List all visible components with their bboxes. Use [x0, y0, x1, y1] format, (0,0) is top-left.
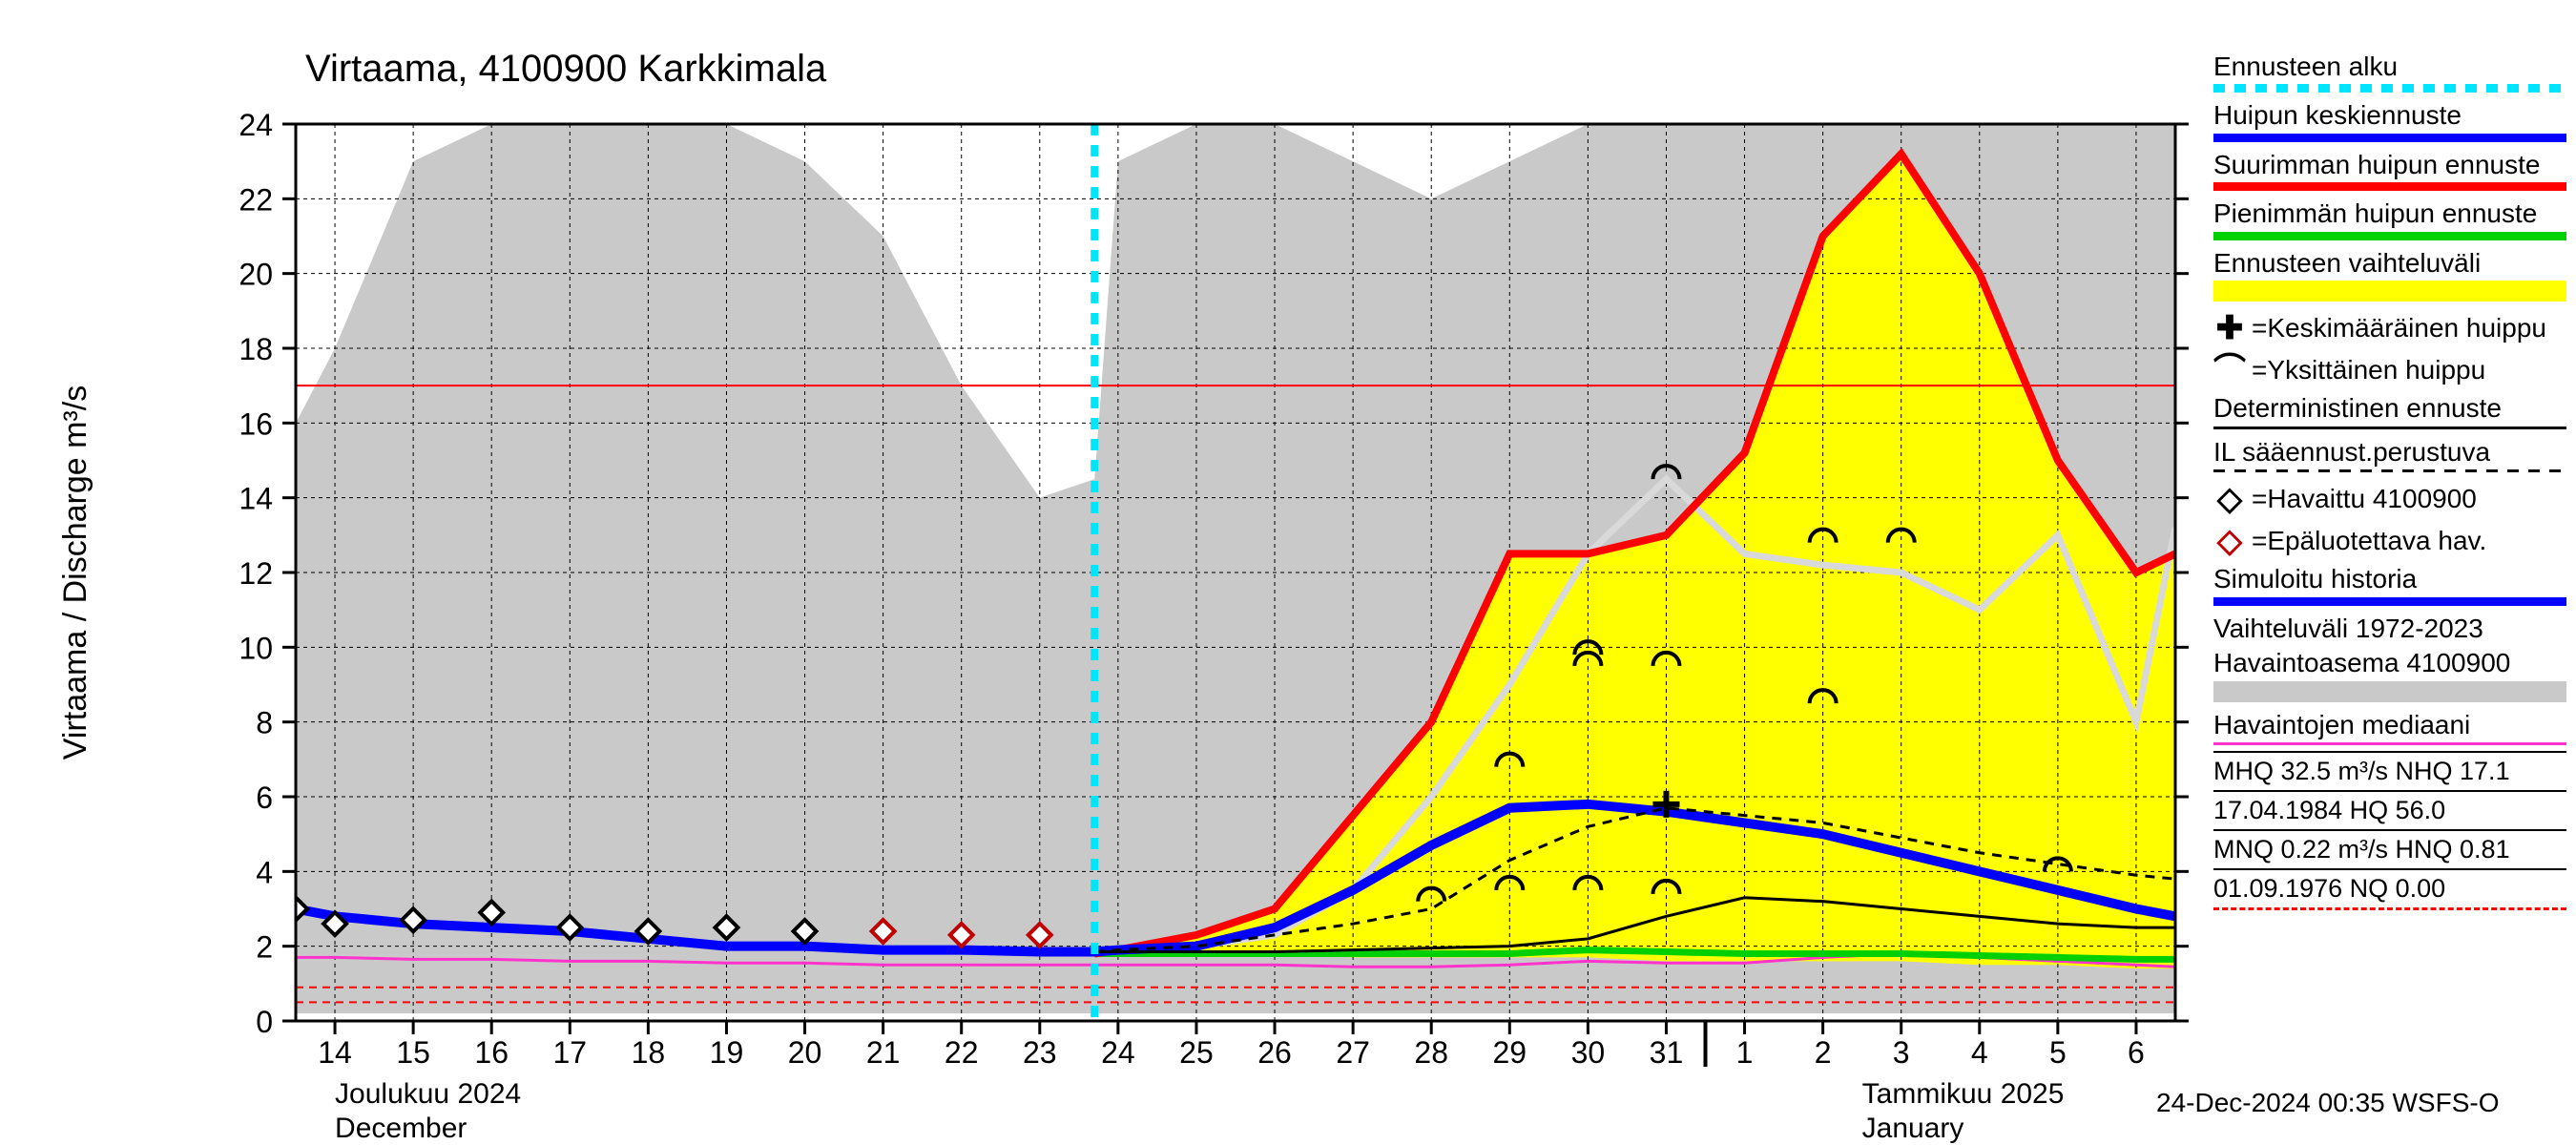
ytick-label: 8	[256, 706, 273, 740]
xtick-label: 27	[1336, 1035, 1370, 1070]
stat-mhq: MHQ 32.5 m³/s NHQ 17.1	[2213, 751, 2566, 792]
xtick-label: 18	[632, 1035, 666, 1070]
legend-stats: MHQ 32.5 m³/s NHQ 17.117.04.1984 HQ 56.0…	[2213, 751, 2566, 910]
ytick-label: 24	[239, 108, 273, 142]
chart-title: Virtaama, 4100900 Karkkimala	[305, 48, 827, 90]
legend-observation-median: Havaintojen mediaani	[2213, 708, 2566, 742]
legend-historical-range: Vaihteluväli 1972-2023 Havaintoasema 410…	[2213, 612, 2566, 681]
legend: Ennusteen alku Huipun keskiennuste Suurimm…	[2213, 50, 2566, 910]
xtick-label: 24	[1101, 1035, 1135, 1070]
ytick-label: 4	[256, 855, 273, 889]
legend-single-peak-marker: ⌒=Yksittäinen huippu	[2213, 349, 2566, 391]
discharge-forecast-chart: 0246810121416182022241415161718192021222…	[0, 0, 2576, 1145]
xtick-label: 29	[1492, 1035, 1527, 1070]
xtick-label: 5	[2049, 1035, 2067, 1070]
legend-observed-unreliable: ◇=Epäluotettava hav.	[2213, 520, 2566, 562]
legend-mean-peak-forecast: Huipun keskiennuste	[2213, 98, 2566, 133]
ytick-label: 0	[256, 1005, 273, 1039]
xtick-label: 2	[1815, 1035, 1832, 1070]
month-label-dec-en: December	[335, 1113, 467, 1144]
legend-min-peak-forecast: Pienimmän huipun ennuste	[2213, 197, 2566, 231]
ytick-label: 10	[239, 631, 273, 665]
xtick-label: 31	[1650, 1035, 1684, 1070]
xtick-label: 14	[318, 1035, 352, 1070]
month-label-jan-fi: Tammikuu 2025	[1862, 1078, 2065, 1110]
legend-deterministic-forecast: Deterministinen ennuste	[2213, 391, 2566, 426]
xtick-label: 4	[1971, 1035, 1988, 1070]
timestamp: 24-Dec-2024 00:35 WSFS-O	[2156, 1088, 2500, 1118]
xtick-label: 6	[2128, 1035, 2145, 1070]
xtick-label: 21	[866, 1035, 901, 1070]
ytick-label: 16	[239, 406, 273, 441]
ytick-label: 2	[256, 930, 273, 965]
xtick-label: 3	[1893, 1035, 1910, 1070]
xtick-label: 16	[474, 1035, 509, 1070]
xtick-label: 15	[396, 1035, 430, 1070]
ytick-label: 18	[239, 332, 273, 366]
ytick-label: 12	[239, 556, 273, 591]
y-axis-label: Virtaama / Discharge m³/s	[57, 385, 93, 760]
xtick-label: 22	[945, 1035, 979, 1070]
legend-il-weather-forecast: IL sääennust.perustuva	[2213, 435, 2566, 469]
ytick-label: 14	[239, 482, 273, 516]
stat-hq: 17.04.1984 HQ 56.0	[2213, 792, 2566, 831]
xtick-label: 20	[788, 1035, 822, 1070]
xtick-label: 28	[1414, 1035, 1448, 1070]
stat-mnq: MNQ 0.22 m³/s HNQ 0.81	[2213, 831, 2566, 870]
xtick-label: 25	[1179, 1035, 1214, 1070]
xtick-label: 1	[1736, 1035, 1754, 1070]
ytick-label: 6	[256, 781, 273, 815]
legend-forecast-start: Ennusteen alku	[2213, 50, 2566, 84]
month-label-dec-fi: Joulukuu 2024	[335, 1078, 521, 1110]
legend-mean-peak-marker: ✚=Keskimääräinen huippu	[2213, 307, 2566, 349]
stat-nq: 01.09.1976 NQ 0.00	[2213, 870, 2566, 910]
legend-forecast-band: Ennusteen vaihteluväli	[2213, 246, 2566, 281]
legend-simulated-history: Simuloitu historia	[2213, 562, 2566, 596]
ytick-label: 22	[239, 182, 273, 217]
legend-max-peak-forecast: Suurimman huipun ennuste	[2213, 148, 2566, 182]
ytick-label: 20	[239, 258, 273, 292]
xtick-label: 23	[1023, 1035, 1057, 1070]
xtick-label: 19	[710, 1035, 744, 1070]
month-label-jan-en: January	[1862, 1113, 1964, 1144]
xtick-label: 26	[1257, 1035, 1292, 1070]
xtick-label: 17	[552, 1035, 587, 1070]
xtick-label: 30	[1571, 1035, 1606, 1070]
legend-observed: ◇=Havaittu 4100900	[2213, 478, 2566, 520]
